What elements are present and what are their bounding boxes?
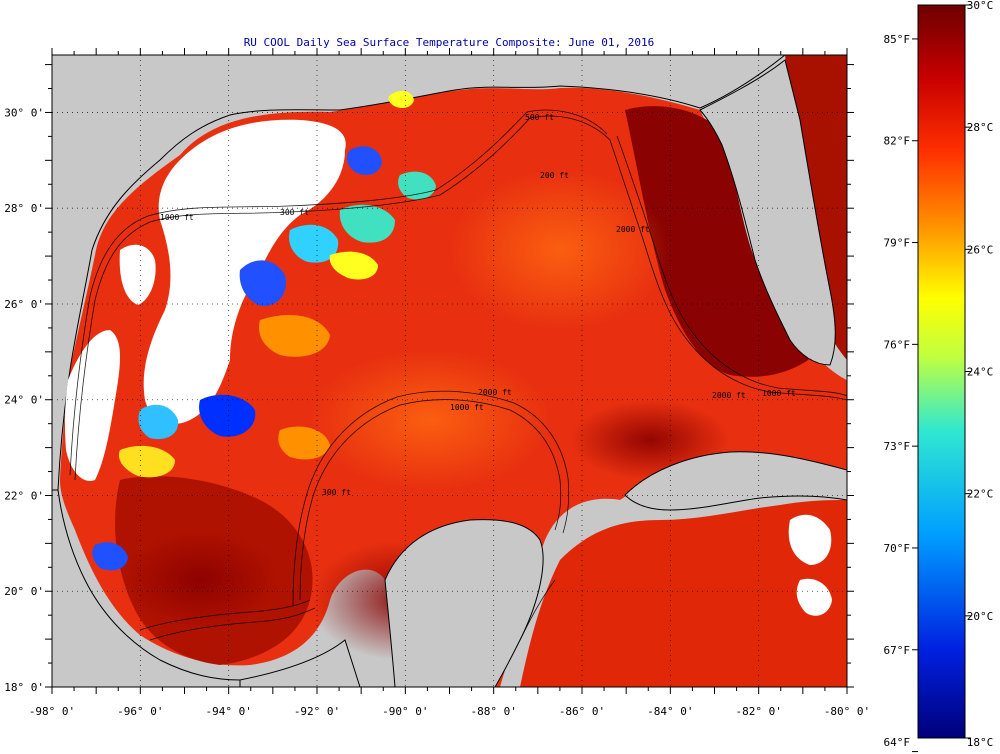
lon-tick-label: -90° 0' xyxy=(382,705,428,718)
map-axes: -98° 0' -96° 0' -94° 0' -92° 0' -90° 0' -88° … xyxy=(4,48,870,718)
lat-tick-label: 28° 0' xyxy=(4,202,44,215)
colorbar-fahrenheit-label: 76°F xyxy=(884,338,911,351)
colorbar-celsius-label: 26°C xyxy=(967,243,994,256)
sst-map: 1000 ft 300 ft 500 ft 200 ft 2000 ft 100… xyxy=(52,55,847,687)
sst-texture xyxy=(310,350,550,490)
colorbar-fahrenheit-label: 64°F xyxy=(884,736,911,749)
colorbar-fahrenheit-label: 73°F xyxy=(884,440,911,453)
lat-tick-label: 20° 0' xyxy=(4,585,44,598)
colorbar-fahrenheit-label: 82°F xyxy=(884,135,911,148)
north-coast-land xyxy=(52,55,786,491)
bathymetry-contours xyxy=(69,109,847,641)
lon-tick-label: -84° 0' xyxy=(647,705,693,718)
lat-tick-label: 22° 0' xyxy=(4,489,44,502)
colorbar-celsius-label: 18°C xyxy=(967,736,994,749)
colorbar-celsius-label: 30°C xyxy=(967,0,994,12)
contour-label: 500 ft xyxy=(525,113,554,122)
map-gridlines xyxy=(52,55,847,687)
lon-tick-label: -80° 0' xyxy=(824,705,870,718)
lat-tick-label: 30° 0' xyxy=(4,106,44,119)
colorbar-celsius-label: 22°C xyxy=(967,488,994,501)
cool-water-patches xyxy=(92,90,436,571)
colorbar: 85°F 82°F 79°F 76°F 73°F 70°F 67°F 64°F 30°C 28°… xyxy=(884,0,993,753)
lon-tick-label: -82° 0' xyxy=(735,705,781,718)
contour-label: 1000 ft xyxy=(160,213,194,222)
warm-shelf-region xyxy=(625,106,815,377)
central-america-land xyxy=(239,639,361,687)
colorbar-fahrenheit-label: 70°F xyxy=(884,542,911,555)
contour-label: 1000 ft xyxy=(762,389,796,398)
contour-label: 2000 ft xyxy=(478,388,512,397)
yucatan-land xyxy=(384,519,544,687)
lon-tick-label: -98° 0' xyxy=(29,705,75,718)
colorbar-celsius-label: 20°C xyxy=(967,610,994,623)
contour-label: 200 ft xyxy=(540,171,569,180)
lat-tick-label: 18° 0' xyxy=(4,681,44,694)
sst-texture xyxy=(450,170,670,330)
colorbar-gradient xyxy=(917,4,966,739)
colorbar-celsius-label: 24°C xyxy=(967,366,994,379)
contour-label: 300 ft xyxy=(322,488,351,497)
colorbar-fahrenheit-label: 85°F xyxy=(884,33,911,46)
lat-tick-label: 26° 0' xyxy=(4,298,44,311)
contour-label: 2000 ft xyxy=(712,391,746,400)
map-title: RU COOL Daily Sea Surface Temperature Co… xyxy=(244,36,655,49)
lon-tick-label: -86° 0' xyxy=(559,705,605,718)
contour-label: 300 ft xyxy=(280,208,309,217)
contour-label: 2000 ft xyxy=(616,225,650,234)
colorbar-celsius-label: 28°C xyxy=(967,121,994,134)
sst-texture xyxy=(120,530,280,630)
caribbean-sea-area xyxy=(520,500,847,687)
colorbar-fahrenheit-labels: 85°F 82°F 79°F 76°F 73°F 70°F 67°F 64°F xyxy=(884,33,918,753)
lon-tick-label: -88° 0' xyxy=(470,705,516,718)
mexico-land xyxy=(52,489,241,687)
colorbar-fahrenheit-label: 67°F xyxy=(884,644,911,657)
lat-tick-label: 24° 0' xyxy=(4,394,44,407)
lon-tick-label: -92° 0' xyxy=(294,705,340,718)
contour-label: 1000 ft xyxy=(450,403,484,412)
florida-land xyxy=(699,59,836,366)
contour-labels: 1000 ft 300 ft 500 ft 200 ft 2000 ft 100… xyxy=(160,113,796,497)
lon-tick-label: -96° 0' xyxy=(117,705,163,718)
lon-tick-label: -94° 0' xyxy=(205,705,251,718)
colorbar-celsius-labels: 30°C 28°C 26°C 24°C 22°C 20°C 18°C xyxy=(965,0,993,749)
colorbar-fahrenheit-label: 79°F xyxy=(884,237,911,250)
